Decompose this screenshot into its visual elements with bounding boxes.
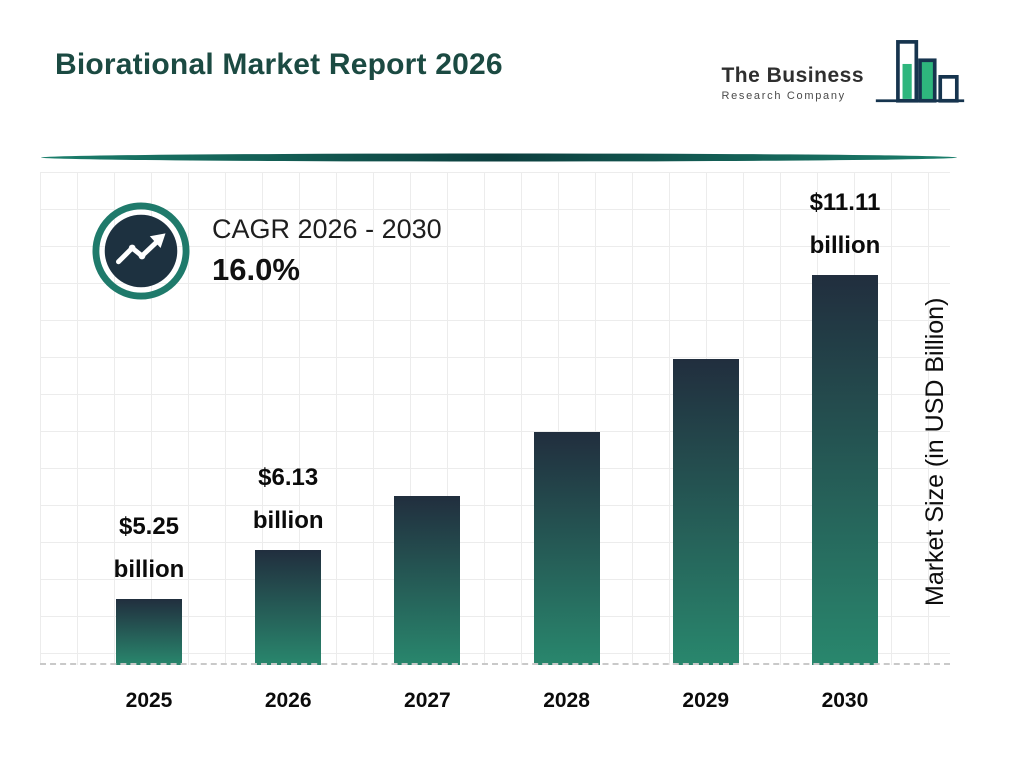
- x-axis-label: 2027: [404, 689, 451, 712]
- bar-value-label: $11.11 billion: [809, 189, 881, 260]
- logo-text: The Business Research Company: [721, 64, 864, 102]
- bar-group: $5.25 billion 2025: [113, 181, 185, 712]
- bar-2026: [255, 550, 322, 665]
- y-axis-title: Market Size (in USD Billion): [921, 297, 949, 607]
- bar-2027: [394, 496, 461, 665]
- bar-group: 2029: [672, 181, 739, 712]
- bar-group: 2027: [394, 181, 461, 712]
- chart-area: CAGR 2026 - 2030 16.0% $5.25 billion 2025 $…: [40, 172, 950, 712]
- bar-group: $6.13 billion 2026: [252, 181, 324, 712]
- bar-2025: [116, 599, 182, 665]
- cagr-label: CAGR 2026 - 2030: [212, 214, 442, 244]
- bar-2029: [672, 359, 739, 665]
- section-divider: [41, 153, 957, 162]
- x-axis-baseline: [40, 663, 950, 665]
- page-title: Biorational Market Report 2026: [55, 48, 503, 81]
- logo-text-line2: Research Company: [721, 90, 846, 102]
- logo-text-line1: The Business: [721, 64, 864, 87]
- x-axis-label: 2026: [264, 689, 312, 712]
- bar-2030: [811, 275, 878, 665]
- cagr-value: 16.0%: [212, 252, 300, 287]
- cagr-badge: CAGR 2026 - 2030 16.0%: [92, 202, 442, 300]
- company-logo: The Business Research Company: [721, 34, 966, 116]
- x-axis-label: 2028: [543, 689, 590, 712]
- bar-value-label: $6.13 billion: [252, 463, 324, 534]
- bar-2028: [533, 432, 600, 665]
- bar-plot: $5.25 billion 2025 $6.13 billion 2026 2027 2028…: [113, 181, 881, 712]
- logo-bars-icon: [875, 40, 965, 103]
- trend-up-icon: [92, 202, 190, 300]
- x-axis-label: 2030: [821, 689, 869, 712]
- cagr-text: CAGR 2026 - 2030 16.0%: [212, 214, 442, 288]
- x-axis-label: 2029: [682, 689, 730, 712]
- bar-group: $11.11 billion 2030: [809, 181, 881, 712]
- bar-value-label: $5.25 billion: [113, 512, 185, 583]
- bar-group: 2028: [533, 181, 600, 712]
- x-axis-label: 2025: [125, 689, 173, 712]
